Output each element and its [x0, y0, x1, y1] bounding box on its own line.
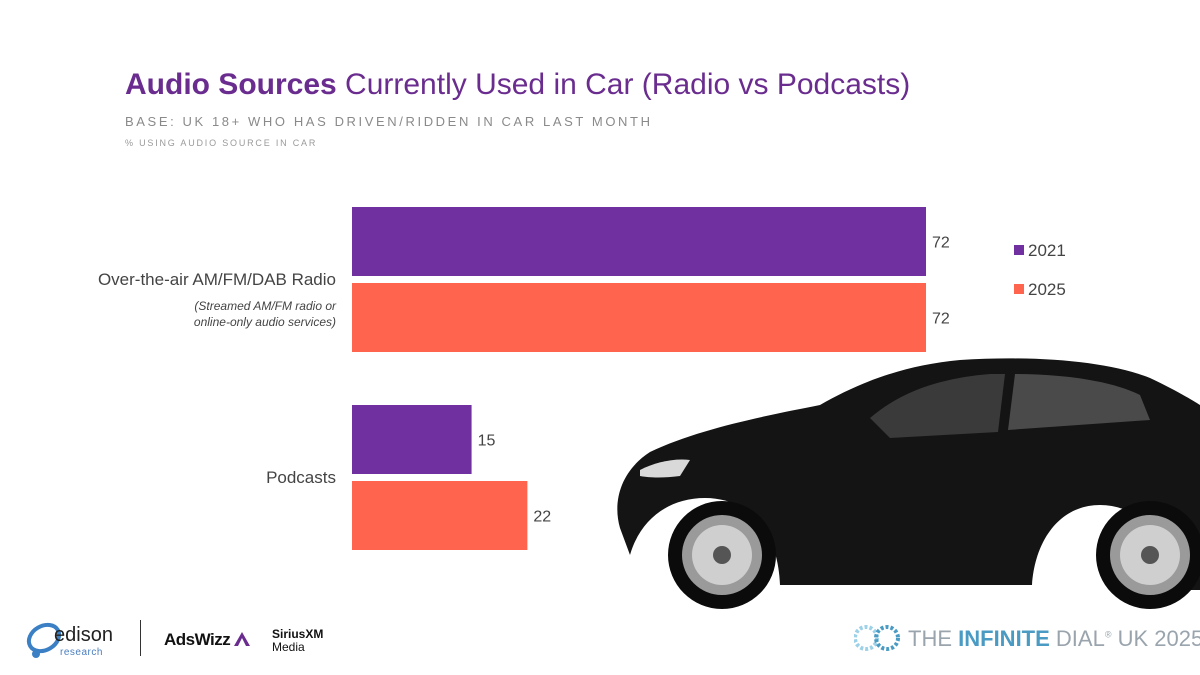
dial-pre: THE	[908, 626, 959, 651]
chart-title: Audio Sources Currently Used in Car (Rad…	[125, 68, 910, 102]
data-label-2025-podcasts: 22	[533, 509, 551, 526]
adswizz-mark-icon	[234, 632, 250, 646]
footer-divider	[140, 620, 141, 656]
bar-2021-radio	[352, 207, 926, 276]
chart-title-bold: Audio Sources	[125, 68, 337, 101]
adswizz-logo: AdsWizz	[164, 630, 231, 649]
bar-2021-podcasts	[352, 405, 472, 474]
dial-post: UK 2025	[1111, 626, 1200, 651]
data-label-2021-radio: 72	[932, 235, 950, 252]
dial-mid: DIAL	[1049, 626, 1105, 651]
category-sublabel-line-2: online-only audio services)	[193, 315, 336, 329]
siriusxm-logo-line1: SiriusXM	[272, 627, 324, 641]
chart-subtitle: BASE: UK 18+ WHO HAS DRIVEN/RIDDEN IN CA…	[125, 114, 653, 129]
data-label-2021-podcasts: 15	[478, 433, 496, 450]
dial-bold: INFINITE	[958, 626, 1050, 651]
legend-item-2021: 2021	[1014, 241, 1066, 261]
legend-item-2025: 2025	[1014, 280, 1066, 300]
data-label-2025-radio: 72	[932, 311, 950, 328]
dial-reg: ®	[1104, 629, 1112, 640]
bar-2025-radio	[352, 283, 926, 352]
category-sublabel-radio: (Streamed AM/FM radio or online-only aud…	[194, 298, 336, 330]
siriusxm-logo-line2: Media	[272, 640, 305, 654]
edison-logo-word: edison	[54, 624, 113, 646]
category-sublabel-line-1: (Streamed AM/FM radio or	[194, 299, 336, 313]
bar-2025-podcasts	[352, 481, 528, 550]
chart-note: % USING AUDIO SOURCE IN CAR	[125, 138, 318, 148]
legend-swatch-2025	[1014, 284, 1024, 294]
infinite-dial-brand: THE INFINITE DIAL® UK 2025	[908, 626, 1200, 652]
car-icon	[617, 358, 1200, 609]
infinite-dial-logo-icon	[854, 625, 900, 651]
edison-logo-sub: research	[60, 647, 103, 658]
legend-swatch-2021	[1014, 245, 1024, 255]
legend-label-2025: 2025	[1028, 280, 1066, 299]
edison-logo-icon	[26, 622, 62, 658]
chart-title-rest: Currently Used in Car (Radio vs Podcasts…	[336, 68, 911, 101]
category-label-podcasts: Podcasts	[266, 468, 336, 487]
category-label-radio: Over-the-air AM/FM/DAB Radio	[97, 270, 336, 289]
legend-label-2021: 2021	[1028, 241, 1066, 260]
